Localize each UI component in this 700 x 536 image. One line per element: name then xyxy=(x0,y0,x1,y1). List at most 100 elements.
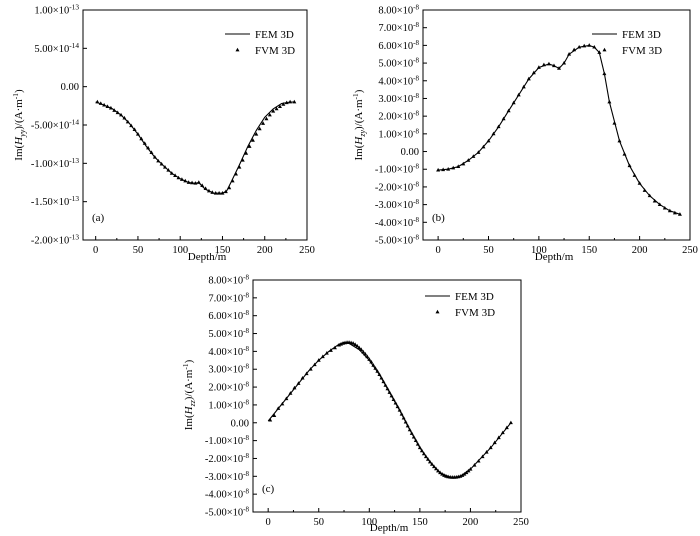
y-tick-mantissa: 5.00×10 xyxy=(34,44,69,55)
x-axis-label: Depth/m xyxy=(370,522,409,534)
series-marker-fvm-3d xyxy=(142,141,147,145)
legend-label-fvm: FVM 3D xyxy=(622,45,662,57)
y-tick-label: 1.00×10-8 xyxy=(208,398,249,411)
series-marker-fvm-3d xyxy=(677,212,682,216)
series-marker-fvm-3d xyxy=(105,104,110,108)
series-marker-fvm-3d xyxy=(551,63,556,68)
series-line-fem-3d xyxy=(95,101,296,194)
series-marker-fvm-3d xyxy=(504,425,509,430)
series-marker-fvm-3d xyxy=(442,473,447,477)
y-axis-label: Im(Hzz)/(A·m-1) xyxy=(181,359,197,430)
series-marker-fvm-3d xyxy=(284,100,289,105)
y-label-prefix: Im( xyxy=(353,144,365,160)
series-marker-fvm-3d xyxy=(597,50,602,54)
y-tick-exponent: -8 xyxy=(413,234,419,242)
y-tick-mantissa: -5.00×10 xyxy=(205,508,243,519)
series-marker-fvm-3d xyxy=(425,457,430,461)
series-marker-fvm-3d xyxy=(223,189,228,194)
series-marker-fvm-3d xyxy=(186,180,191,184)
series-marker-fvm-3d xyxy=(492,440,497,445)
x-tick-label: 150 xyxy=(215,245,231,256)
series-marker-fvm-3d xyxy=(166,168,171,172)
y-label-unit: )/(A·m xyxy=(353,99,365,130)
series-marker-fvm-3d xyxy=(274,106,279,111)
series-marker-fvm-3d xyxy=(328,348,333,352)
series-marker-fvm-3d xyxy=(284,396,289,401)
series-marker-fvm-3d xyxy=(389,393,394,398)
y-tick-exponent: -8 xyxy=(413,57,419,65)
series-marker-fvm-3d xyxy=(355,343,360,348)
y-tick-exponent: -8 xyxy=(243,309,249,317)
series-marker-fvm-3d xyxy=(237,164,242,169)
y-tick-exponent: -8 xyxy=(243,434,249,442)
x-axis-label: Depth/m xyxy=(188,251,227,263)
series-marker-fvm-3d xyxy=(612,121,617,125)
y-tick-label: 5.00×10-14 xyxy=(34,41,79,55)
series-marker-fvm-3d xyxy=(108,105,113,110)
series-marker-fvm-3d xyxy=(662,205,667,210)
y-tick-mantissa: 3.00×10 xyxy=(378,94,413,105)
series-marker-fvm-3d xyxy=(277,104,282,108)
series-marker-fvm-3d xyxy=(602,71,607,76)
y-tick-mantissa: -3.00×10 xyxy=(205,472,243,483)
y-tick-label: -1.00×10-8 xyxy=(205,434,250,447)
series-marker-fvm-3d xyxy=(300,375,305,380)
series-marker-fvm-3d xyxy=(436,167,441,172)
series-marker-fvm-3d xyxy=(98,101,103,105)
y-axis-label: Im(Hzy)/(A·m-1) xyxy=(351,89,367,160)
series-marker-fvm-3d xyxy=(250,138,255,142)
series-marker-fvm-3d xyxy=(506,108,511,113)
series-marker-fvm-3d xyxy=(244,151,249,155)
series-marker-fvm-3d xyxy=(423,454,428,459)
y-tick-mantissa: -1.00×10 xyxy=(205,436,243,447)
series-marker-fvm-3d xyxy=(411,434,416,439)
series-marker-fvm-3d xyxy=(179,177,184,181)
y-tick-exponent: -8 xyxy=(243,470,249,478)
y-tick-exponent: -8 xyxy=(243,327,249,335)
series-marker-fvm-3d xyxy=(288,391,293,395)
series-marker-fvm-3d xyxy=(471,154,476,158)
series-marker-fvm-3d xyxy=(332,345,337,350)
y-tick-mantissa: 4.00×10 xyxy=(378,76,413,87)
series-marker-fvm-3d xyxy=(369,359,374,364)
series-marker-fvm-3d xyxy=(627,163,632,168)
series-marker-fvm-3d xyxy=(413,438,418,443)
x-axis-label: Depth/m xyxy=(535,251,574,263)
y-tick-label: 1.00×10-13 xyxy=(34,3,79,17)
series-marker-fvm-3d xyxy=(387,390,392,394)
legend-label-fvm: FVM 3D xyxy=(255,45,295,57)
series-marker-fvm-3d xyxy=(464,470,469,475)
x-tick-label: 250 xyxy=(682,245,698,256)
series-marker-fvm-3d xyxy=(451,165,456,170)
series-marker-fvm-3d xyxy=(472,463,477,467)
series-marker-fvm-3d xyxy=(488,445,493,450)
y-tick-mantissa: -2.00×10 xyxy=(375,182,413,193)
x-tick-label: 200 xyxy=(632,245,648,256)
series-marker-fvm-3d xyxy=(642,188,647,192)
series-marker-fvm-3d xyxy=(377,372,382,376)
series-marker-fvm-3d xyxy=(381,379,386,384)
series-marker-fvm-3d xyxy=(456,164,461,168)
series-marker-fvm-3d xyxy=(446,167,451,171)
series-marker-fvm-3d xyxy=(508,420,513,425)
y-tick-exponent: -8 xyxy=(243,345,249,353)
y-tick-label: -3.00×10-8 xyxy=(205,470,250,483)
chart-panel-c: 0 50 100 150 200 2508.00×10-87.00×10-86.00×10… xyxy=(181,274,529,535)
y-label-symbol: H xyxy=(13,136,25,146)
series-marker-fvm-3d xyxy=(375,369,380,373)
panel-label: (c) xyxy=(262,483,275,495)
x-tick-label: 250 xyxy=(299,245,315,256)
y-label-symbol: H xyxy=(353,136,365,146)
series-marker-fvm-3d xyxy=(476,458,481,463)
series-marker-fvm-3d xyxy=(324,350,329,355)
series-marker-fvm-3d xyxy=(135,132,140,136)
series-marker-fvm-3d xyxy=(397,408,402,412)
panel-label: (b) xyxy=(432,212,445,224)
series-marker-fvm-3d xyxy=(401,415,406,420)
y-tick-label: 6.00×10-8 xyxy=(378,39,419,52)
y-tick-label: -5.00×10-14 xyxy=(31,118,79,132)
y-label-symbol: H xyxy=(183,405,195,415)
series-marker-fvm-3d xyxy=(247,144,252,148)
y-tick-label: 6.00×10-8 xyxy=(208,309,249,322)
